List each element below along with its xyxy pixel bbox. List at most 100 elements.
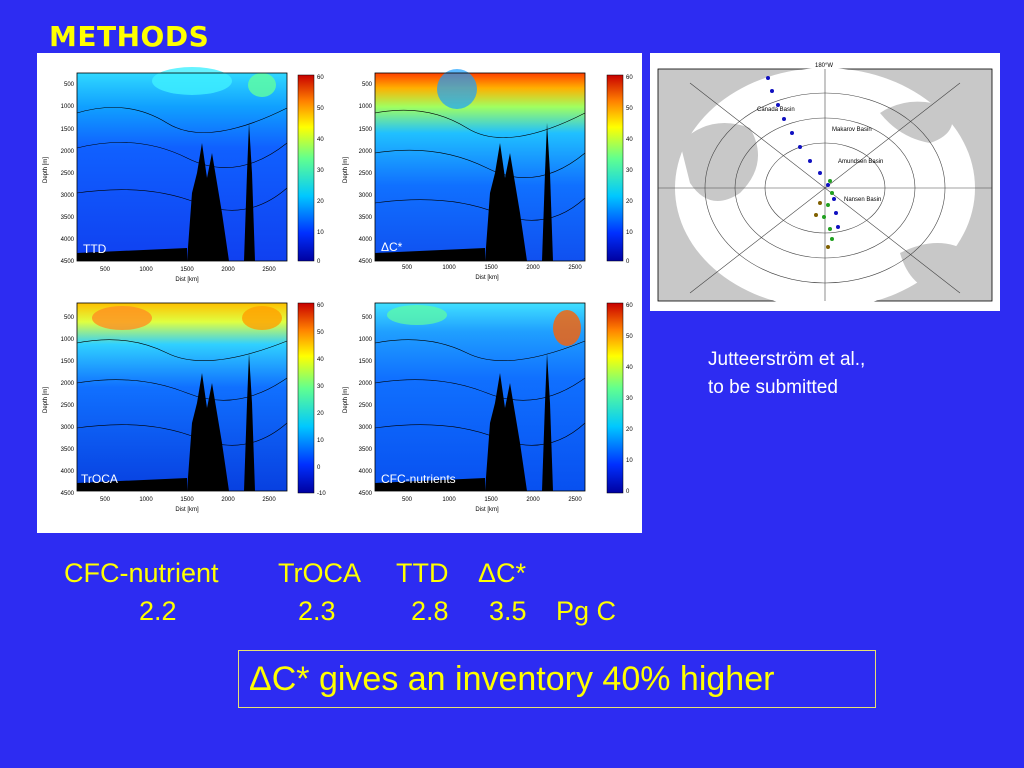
svg-text:2500: 2500 [61,403,75,409]
svg-text:10: 10 [626,230,633,236]
svg-text:Depth [m]: Depth [m] [43,157,49,183]
value-ttd: 2.8 [411,596,449,626]
svg-text:60: 60 [626,75,633,81]
svg-text:2500: 2500 [568,497,582,503]
svg-text:Dist [km]: Dist [km] [175,507,199,513]
svg-text:500: 500 [64,315,75,321]
svg-text:1000: 1000 [61,337,75,343]
svg-text:50: 50 [626,334,633,340]
svg-text:500: 500 [402,265,413,271]
svg-text:3000: 3000 [359,193,373,199]
svg-text:50: 50 [317,106,324,112]
svg-text:1500: 1500 [180,267,194,273]
svg-text:4500: 4500 [359,491,373,497]
svg-text:30: 30 [317,168,324,174]
svg-text:2000: 2000 [526,497,540,503]
panel-label-cfc-nutrients: CFC-nutrients [381,472,456,486]
svg-text:60: 60 [317,75,324,81]
svg-text:0: 0 [317,259,321,265]
svg-text:4000: 4000 [359,237,373,243]
svg-text:Dist [km]: Dist [km] [475,275,499,281]
arctic-map: Canada Basin Makarov Basin Amundsen Basi… [650,53,1000,311]
svg-text:2000: 2000 [61,149,75,155]
svg-text:Depth [m]: Depth [m] [343,157,349,183]
svg-text:30: 30 [626,396,633,402]
colorbar-ticks-ttd: 60 50 40 30 20 10 0 [317,75,324,265]
slide-title: METHODS [49,20,210,53]
method-cfc-nutrient: CFC-nutrient [64,558,219,588]
svg-text:Depth [m]: Depth [m] [43,387,49,413]
svg-text:3500: 3500 [61,215,75,221]
map-label-makarov: Makarov Basin [832,127,872,133]
svg-text:40: 40 [626,365,633,371]
value-unit: Pg C [556,596,617,626]
svg-text:1000: 1000 [359,337,373,343]
svg-text:0: 0 [626,259,630,265]
svg-text:3500: 3500 [359,447,373,453]
svg-text:20: 20 [317,199,324,205]
svg-text:0: 0 [626,489,630,495]
svg-text:3500: 3500 [359,215,373,221]
svg-text:60: 60 [317,303,324,309]
svg-text:1000: 1000 [61,104,75,110]
svg-text:500: 500 [362,82,373,88]
map-label-canada: Canada Basin [757,107,795,113]
panel-troca: TrOCA 60 50 40 30 20 10 0 -10 500 1000 1… [43,302,326,513]
svg-text:3500: 3500 [61,447,75,453]
svg-text:4000: 4000 [61,237,75,243]
svg-text:50: 50 [626,106,633,112]
value-delta-c: 3.5 [489,596,527,626]
svg-text:1500: 1500 [359,127,373,133]
svg-text:1000: 1000 [139,497,153,503]
map-label-nansen: Nansen Basin [844,197,881,203]
svg-text:Dist [km]: Dist [km] [475,507,499,513]
svg-text:2500: 2500 [359,403,373,409]
citation-line-2: to be submitted [708,377,838,398]
colorbar-ticks-delta-c: 60 50 40 30 20 10 0 [626,75,633,265]
svg-text:2000: 2000 [221,497,235,503]
svg-text:1000: 1000 [139,267,153,273]
svg-text:50: 50 [317,330,324,336]
svg-text:1500: 1500 [61,359,75,365]
map-label-longitude: 180°W [815,63,833,69]
svg-text:4500: 4500 [61,259,75,265]
svg-text:Dist [km]: Dist [km] [175,277,199,283]
svg-text:500: 500 [100,267,111,273]
map-label-amundsen: Amundsen Basin [838,159,883,165]
svg-text:40: 40 [626,137,633,143]
svg-text:10: 10 [626,458,633,464]
panel-delta-c: ΔC* 60 50 40 30 20 10 0 500 1000 1500 20… [343,69,633,281]
svg-text:2500: 2500 [262,267,276,273]
svg-text:4500: 4500 [61,491,75,497]
svg-text:1000: 1000 [442,265,456,271]
arctic-map-svg: Canada Basin Makarov Basin Amundsen Basi… [657,63,993,308]
citation: Jutteerström et al., to be submitted [708,346,865,402]
colorbar-ticks-cfc-nutrients: 60 50 40 30 20 10 0 [626,303,633,495]
svg-text:60: 60 [626,303,633,309]
panel-label-ttd: TTD [83,242,107,256]
svg-text:10: 10 [317,230,324,236]
value-troca: 2.3 [298,596,336,626]
svg-text:2000: 2000 [359,381,373,387]
section-plots-figure: TTD 60 50 40 30 20 10 0 500 1000 1500 20… [37,53,642,533]
svg-text:500: 500 [100,497,111,503]
svg-text:2500: 2500 [568,265,582,271]
svg-text:1500: 1500 [359,359,373,365]
svg-text:40: 40 [317,357,324,363]
svg-text:3000: 3000 [359,425,373,431]
method-troca: TrOCA [278,558,361,588]
panel-cfc-nutrients: CFC-nutrients 60 50 40 30 20 10 0 50 0 10… [343,302,633,513]
svg-text:4500: 4500 [359,259,373,265]
colorbar-ticks-troca: 60 50 40 30 20 10 0 -10 [317,303,326,497]
panel-label-delta-c: ΔC* [381,240,403,254]
svg-text:Depth [m]: Depth [m] [343,387,349,413]
svg-text:40: 40 [317,137,324,143]
svg-text:30: 30 [626,168,633,174]
method-ttd: TTD [396,558,449,588]
svg-text:4000: 4000 [359,469,373,475]
conclusion-callout: ΔC* gives an inventory 40% higher [238,650,876,708]
method-delta-c: ΔC* [478,558,527,588]
svg-text:1500: 1500 [61,127,75,133]
svg-text:20: 20 [317,411,324,417]
svg-text:20: 20 [626,427,633,433]
